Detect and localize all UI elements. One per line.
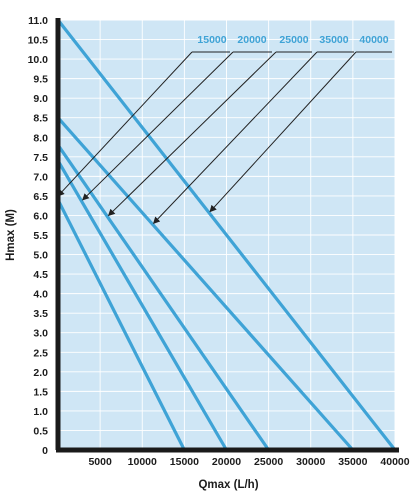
y-tick-label-6: 3.0 bbox=[33, 328, 48, 340]
y-tick-label-5: 2.5 bbox=[33, 347, 48, 359]
legend-leader-15000 bbox=[57, 51, 193, 197]
y-tick-label-10: 5.0 bbox=[33, 250, 48, 262]
y-axis-title: Hmax (M) bbox=[5, 209, 17, 261]
y-tick-label-0: 0 bbox=[42, 445, 48, 457]
y-tick-label-3: 1.5 bbox=[33, 386, 48, 398]
x-tick-label-3: 20000 bbox=[212, 456, 241, 468]
y-tick-label-12: 6.0 bbox=[33, 210, 48, 222]
series-line-35000 bbox=[56, 116, 355, 452]
y-tick-label-20: 10.0 bbox=[28, 54, 49, 66]
legend-label-40000: 40000 bbox=[359, 34, 388, 46]
series-line-40000 bbox=[56, 19, 397, 451]
x-tick-label-1: 10000 bbox=[128, 456, 157, 468]
series-line-20000 bbox=[56, 159, 228, 451]
y-tick-label-7: 3.5 bbox=[33, 308, 48, 320]
y-tick-label-2: 1.0 bbox=[33, 406, 48, 418]
x-tick-label-6: 35000 bbox=[338, 456, 367, 468]
series-line-15000 bbox=[56, 199, 186, 451]
y-tick-label-1: 0.5 bbox=[33, 425, 48, 437]
axes bbox=[55, 18, 399, 453]
legend: 15000 20000 25000 35000 40000 bbox=[57, 34, 392, 224]
legend-label-35000: 35000 bbox=[319, 34, 348, 46]
y-tick-label-11: 5.5 bbox=[33, 230, 48, 242]
x-tick-label-7: 40000 bbox=[380, 456, 409, 468]
y-tick-label-4: 2.0 bbox=[33, 367, 48, 379]
legend-leader-35000 bbox=[152, 51, 318, 224]
y-tick-label-13: 6.5 bbox=[33, 191, 48, 203]
y-tick-label-16: 8.0 bbox=[33, 132, 48, 144]
series-lines bbox=[56, 19, 397, 452]
x-tick-label-4: 25000 bbox=[254, 456, 283, 468]
y-tick-label-17: 8.5 bbox=[33, 113, 48, 125]
y-tick-label-18: 9.0 bbox=[33, 93, 48, 105]
y-tick-label-22: 11.0 bbox=[28, 15, 48, 27]
x-tick-label-0: 5000 bbox=[88, 456, 112, 468]
y-tick-label-14: 7.0 bbox=[33, 171, 48, 183]
y-tick-label-15: 7.5 bbox=[33, 152, 48, 164]
y-tick-label-9: 4.5 bbox=[33, 269, 48, 281]
x-axis-title: Qmax (L/h) bbox=[198, 479, 258, 491]
series-line-25000 bbox=[56, 144, 270, 451]
legend-leader-20000 bbox=[82, 51, 234, 201]
tick-labels: 0 0.5 1.0 1.5 2.0 2.5 3.0 3.5 4.0 4.5 5.0 5.5 6.0 6.5… bbox=[28, 15, 410, 468]
x-tick-label-2: 15000 bbox=[170, 456, 199, 468]
legend-label-15000: 15000 bbox=[197, 34, 226, 46]
y-tick-label-21: 10.5 bbox=[28, 35, 49, 47]
legend-leader-25000 bbox=[107, 51, 277, 217]
x-tick-label-5: 30000 bbox=[296, 456, 325, 468]
legend-leader-40000 bbox=[209, 51, 357, 213]
y-tick-label-19: 9.5 bbox=[33, 74, 48, 86]
legend-label-20000: 20000 bbox=[237, 34, 266, 46]
y-tick-label-8: 4.0 bbox=[33, 289, 48, 301]
legend-label-25000: 25000 bbox=[279, 34, 308, 46]
